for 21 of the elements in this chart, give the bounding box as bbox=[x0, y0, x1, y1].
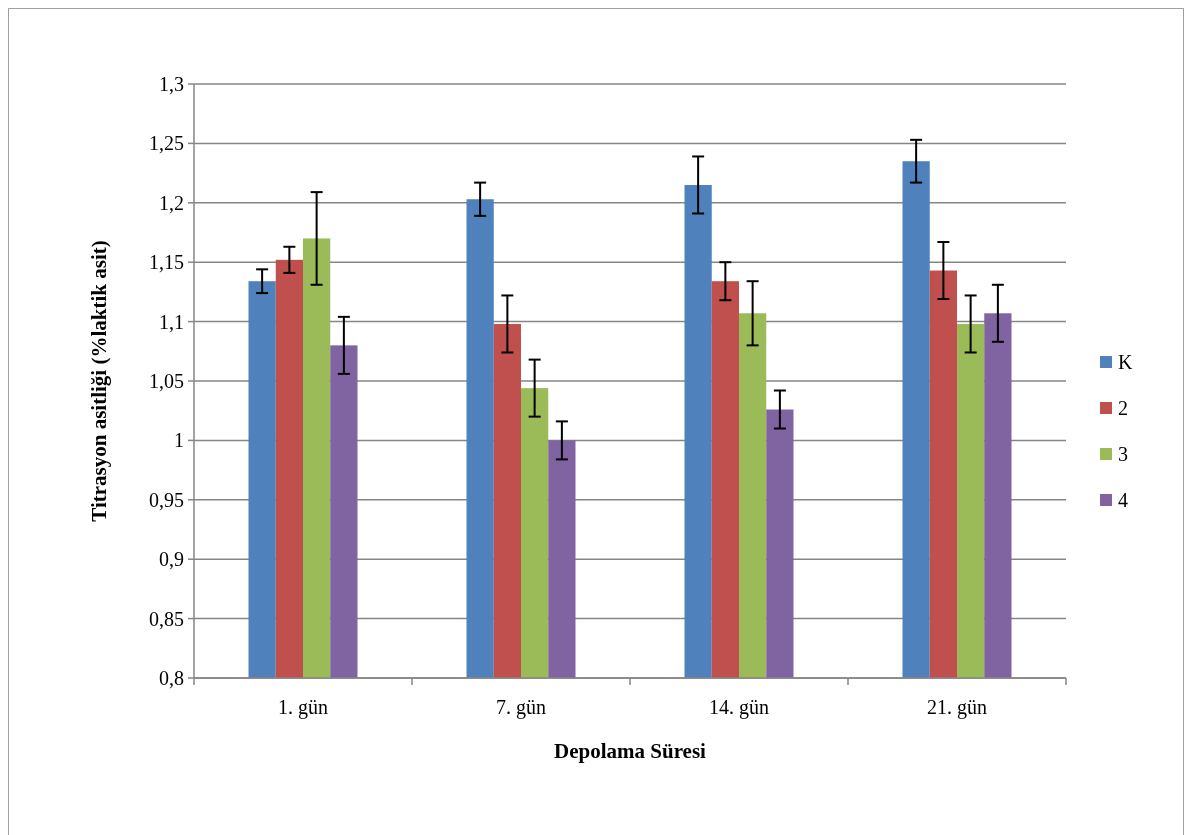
y-tick-label: 0,95 bbox=[149, 488, 184, 511]
x-axis-title: Depolama Süresi bbox=[554, 739, 707, 763]
y-axis-title: Titrasyon asitliği (%laktik asit) bbox=[87, 240, 111, 522]
y-tick-label: 1,1 bbox=[159, 310, 184, 333]
x-tick-label: 1. gün bbox=[278, 696, 328, 719]
legend-label: 2 bbox=[1118, 397, 1128, 419]
y-tick-label: 1,2 bbox=[159, 191, 184, 214]
y-tick-label: 1,15 bbox=[149, 251, 184, 274]
y-tick-label: 1,25 bbox=[149, 132, 184, 155]
x-tick-label: 21. gün bbox=[927, 696, 987, 719]
y-tick-label: 0,9 bbox=[159, 548, 184, 571]
legend-label: 4 bbox=[1118, 489, 1128, 511]
x-tick-label: 14. gün bbox=[709, 696, 769, 719]
y-tick-label: 1,05 bbox=[149, 370, 184, 392]
legend-label: K bbox=[1118, 351, 1133, 373]
y-tick-label: 0,8 bbox=[159, 667, 184, 689]
y-tick-label: 0,85 bbox=[149, 607, 184, 630]
y-tick-label: 1,3 bbox=[159, 73, 184, 95]
legend-label: 3 bbox=[1118, 443, 1128, 465]
y-tick-label: 1 bbox=[174, 429, 184, 452]
x-tick-label: 7. gün bbox=[496, 696, 546, 719]
